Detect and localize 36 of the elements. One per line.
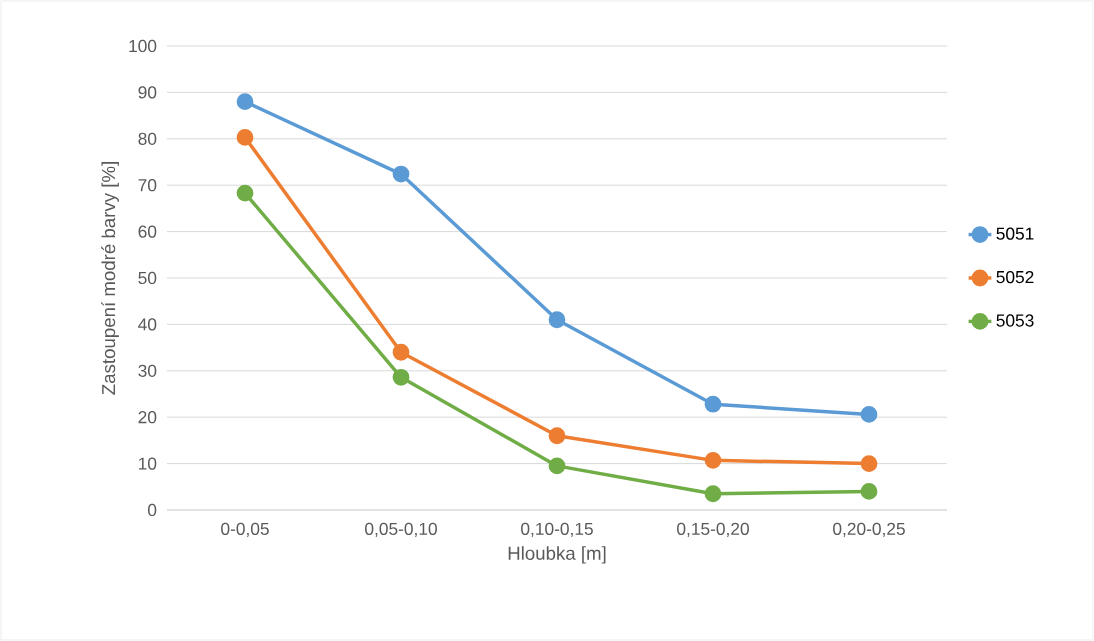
- point: [704, 451, 722, 469]
- x-tick-label: 0,15-0,20: [677, 522, 749, 538]
- point: [392, 165, 410, 183]
- point: [236, 128, 254, 146]
- point: [860, 483, 878, 500]
- point: [548, 457, 566, 475]
- y-tick-label: 60: [138, 225, 157, 238]
- legend-label: 5051: [996, 227, 1034, 240]
- point: [704, 395, 722, 413]
- y-tick-label: 90: [138, 86, 157, 99]
- point: [548, 427, 566, 445]
- point: [860, 455, 878, 472]
- y-tick-label: 70: [138, 179, 157, 192]
- point: [236, 93, 254, 111]
- y-tick-label: 10: [139, 457, 157, 470]
- legend-label: 5053: [996, 314, 1034, 327]
- y-tick-label: 100: [129, 39, 157, 53]
- point: [704, 485, 722, 503]
- x-tick-label: 0-0,05: [221, 522, 269, 538]
- y-tick-label: 30: [138, 364, 157, 377]
- y-tick-label: 80: [138, 132, 157, 145]
- point: [236, 184, 254, 202]
- point: [392, 368, 410, 386]
- x-tick-label: 0,05-0,10: [365, 522, 437, 538]
- x-tick-label: 0,10-0,15: [521, 522, 593, 538]
- legend-label: 5052: [996, 270, 1034, 284]
- x-tick-label: 0,20-0,25: [833, 522, 905, 538]
- y-tick-label: 40: [138, 318, 157, 331]
- point: [860, 406, 878, 423]
- y-axis-title: Zastoupení modré barvy [%]: [101, 162, 119, 395]
- point: [392, 343, 410, 361]
- x-axis-title: Hloubka [m]: [508, 546, 606, 564]
- y-tick-label: 50: [138, 271, 157, 285]
- y-tick-label: 0: [148, 503, 157, 517]
- y-tick-label: 20: [138, 411, 157, 424]
- point: [548, 311, 566, 329]
